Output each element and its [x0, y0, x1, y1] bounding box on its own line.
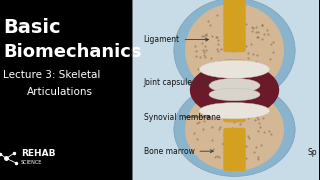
Ellipse shape	[199, 103, 270, 119]
FancyBboxPatch shape	[132, 0, 319, 180]
Text: Articulations: Articulations	[27, 87, 93, 97]
Ellipse shape	[209, 88, 260, 101]
Ellipse shape	[174, 83, 295, 176]
Text: Basic: Basic	[3, 18, 61, 37]
FancyBboxPatch shape	[223, 90, 246, 122]
Text: Synovial membrane: Synovial membrane	[144, 112, 220, 122]
FancyBboxPatch shape	[223, 0, 246, 52]
FancyBboxPatch shape	[223, 59, 246, 103]
Text: REHAB: REHAB	[21, 149, 55, 158]
Text: Bone marrow: Bone marrow	[144, 147, 213, 156]
Text: Biomechanics: Biomechanics	[3, 43, 142, 61]
Text: Sp: Sp	[308, 148, 317, 157]
Text: Lecture 3: Skeletal: Lecture 3: Skeletal	[3, 70, 100, 80]
Ellipse shape	[185, 88, 284, 171]
Ellipse shape	[209, 78, 260, 93]
Text: Joint capsule: Joint capsule	[144, 78, 210, 87]
Text: Ligament: Ligament	[144, 35, 208, 44]
FancyBboxPatch shape	[223, 128, 246, 171]
Text: SCIENCE: SCIENCE	[21, 160, 42, 165]
Ellipse shape	[199, 60, 270, 78]
Ellipse shape	[185, 4, 284, 97]
Ellipse shape	[174, 0, 295, 103]
Ellipse shape	[190, 63, 279, 117]
